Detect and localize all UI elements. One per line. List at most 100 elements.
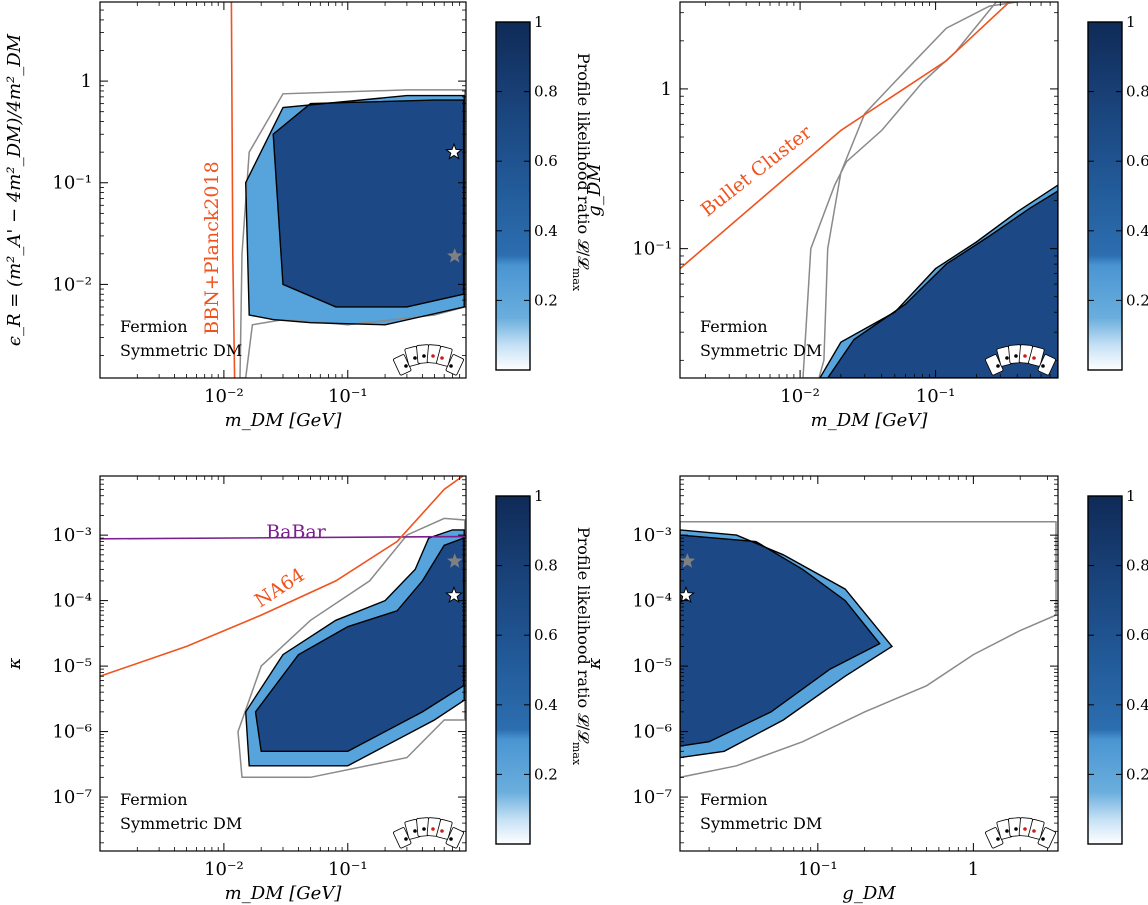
playing-card (985, 354, 1004, 376)
colorbar-tick-label: 0.2 (534, 765, 558, 783)
best-fit-star-grey (680, 553, 695, 568)
x-tick-label: 10⁻¹ (798, 859, 838, 880)
card-suit (1005, 829, 1009, 833)
contour-95 (819, 184, 1058, 378)
y-axis-label: g_DM (584, 163, 605, 217)
annotation-text: Fermion (700, 317, 768, 336)
x-axis-label: m_DM [GeV] (225, 410, 343, 431)
colorbar-tick-label: 0.4 (534, 222, 558, 240)
card-suit (1032, 829, 1036, 833)
card-suit (422, 354, 426, 358)
cards-logo (393, 344, 464, 376)
card-suit (413, 829, 417, 833)
y-tick-label: 10⁻¹ (632, 239, 672, 260)
y-tick-label: 10⁻¹ (52, 173, 92, 194)
playing-card (393, 827, 412, 849)
panel-2: 10⁻² 10⁻¹ 10⁻¹ 1 m_DM [GeV] g_DM Fermion Symmet… (584, 1, 1059, 431)
plot-area (680, 476, 1058, 851)
annotation-text: Fermion (700, 790, 768, 809)
colorbar-label-main: Profile likelihood ratio 𝓛/𝓛 (574, 53, 593, 270)
contour-68 (680, 534, 881, 747)
colorbar-tick-label: 0.6 (534, 152, 558, 170)
x-tick-label: 10⁻² (204, 859, 244, 880)
playing-card (1037, 354, 1056, 376)
y-tick-label: 10⁻⁵ (52, 656, 92, 677)
y-tick-label: 1 (81, 71, 92, 92)
likelihood-fill-68 (680, 535, 880, 747)
colorbar-tick-label: 0.6 (1126, 152, 1148, 170)
contour-68 (254, 537, 465, 752)
x-axis-label: g_DM (842, 883, 896, 904)
y-axis-label: κ (584, 657, 605, 670)
annotation-text: Symmetric DM (120, 814, 242, 833)
constraint-label: BBN+Planck2018 (201, 161, 223, 334)
colorbar-tick-label: 0.2 (1126, 765, 1148, 783)
colorbar-label: Profile likelihood ratio 𝓛/𝓛max (570, 527, 593, 766)
x-tick-label: 10⁻² (204, 386, 244, 407)
colorbar-tick-label: 0.8 (1126, 83, 1148, 101)
annotation-text: Symmetric DM (700, 341, 822, 360)
axes-frame (679, 475, 1059, 852)
x-tick-label: 10⁻² (780, 386, 820, 407)
playing-card (1028, 345, 1045, 367)
panel-1: 10⁻² 10⁻¹ 10⁻² 10⁻¹ 1 m_DM [GeV] ϵ_R = (m²_A' … (4, 1, 467, 431)
card-suit (1023, 827, 1027, 831)
card-suit (404, 837, 408, 841)
colorbar-label-main: Profile likelihood ratio 𝓛/𝓛 (574, 527, 593, 744)
y-axis-label: κ (4, 657, 25, 670)
card-suit (1041, 837, 1045, 841)
y-tick-label: 10⁻³ (632, 525, 672, 546)
colorbar-label-sub: max (570, 742, 583, 766)
y-tick-label: 10⁻⁶ (632, 722, 672, 743)
playing-card (445, 827, 464, 849)
colorbar-tick-label: 1 (534, 13, 544, 31)
card-suit (996, 837, 1000, 841)
colorbar-label: Profile likelihood ratio 𝓛/𝓛max (570, 53, 593, 292)
playing-card (1037, 827, 1056, 849)
likelihood-fill-68 (827, 190, 1058, 378)
x-axis-label: m_DM [GeV] (811, 410, 929, 431)
annotation-text: Fermion (120, 317, 188, 336)
x-axis-label: m_DM [GeV] (225, 883, 343, 904)
colorbar-tick-label: 1 (1126, 13, 1136, 31)
card-suit (440, 356, 444, 360)
card-suit (413, 356, 417, 360)
y-tick-label: 10⁻⁴ (52, 591, 92, 612)
best-fit-star-white (445, 142, 463, 160)
plot-area (100, 476, 466, 851)
colorbar-tick-label: 0.6 (534, 626, 558, 644)
best-fit-star-white (445, 585, 463, 604)
colorbar-gradient (1087, 21, 1123, 371)
card-suit (1032, 356, 1036, 360)
colorbar-tick-label: 0.6 (1126, 626, 1148, 644)
colorbar-1: 0.2 0.4 0.6 0.8 1 Profile likelihood ratio 𝓛/… (495, 13, 593, 371)
y-tick-label: 10⁻⁷ (52, 787, 92, 808)
colorbar-gradient (495, 495, 531, 845)
y-tick-label: 1 (661, 79, 672, 100)
best-fit-star-grey (447, 248, 463, 263)
card-suit (449, 837, 453, 841)
cards-logo (985, 817, 1056, 849)
panel-3: 10⁻² 10⁻¹ 10⁻⁷ 10⁻⁶ 10⁻⁵ 10⁻⁴ 10⁻³ m_DM [GeV] κ F… (4, 475, 467, 904)
colorbar-tick-label: 0.8 (534, 83, 558, 101)
card-suit (1023, 354, 1027, 358)
y-tick-label: 10⁻⁶ (52, 722, 92, 743)
card-suit (1014, 354, 1018, 358)
contour-68 (826, 190, 1058, 378)
contour-outer (237, 517, 466, 779)
card-suit (1005, 356, 1009, 360)
card-suit (996, 364, 1000, 368)
plot-area (100, 2, 466, 378)
colorbar-tick-label: 0.4 (534, 696, 558, 714)
annotation-text: Fermion (120, 790, 188, 809)
panel-4: 10⁻¹ 1 10⁻⁷ 10⁻⁶ 10⁻⁵ 10⁻⁴ 10⁻³ g_DM κ Fermion Sym… (584, 475, 1059, 904)
likelihood-fill-68 (273, 100, 464, 307)
playing-card (393, 354, 412, 376)
y-tick-label: 10⁻³ (52, 525, 92, 546)
likelihood-fill-68 (255, 538, 464, 752)
annotation-text: Symmetric DM (120, 341, 242, 360)
x-tick-label: 10⁻¹ (328, 859, 368, 880)
